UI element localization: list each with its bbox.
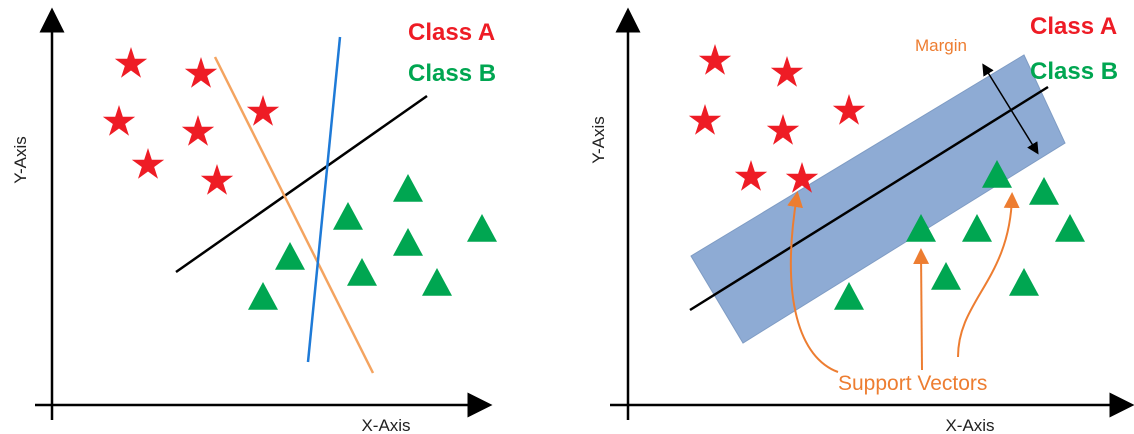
hyperplane-orange	[213, 56, 375, 374]
class-b-triangle	[248, 282, 278, 310]
right-panel: Y-Axis X-Axis Margin Support Vectors	[589, 7, 1134, 434]
class-b-triangle	[393, 174, 423, 202]
class-a-star	[102, 105, 136, 136]
class-b-triangle	[1029, 177, 1059, 205]
class-a-star	[114, 47, 148, 78]
class-a-star	[184, 57, 218, 88]
class-b-triangle	[931, 262, 961, 290]
left-panel: Y-Axis X-Axis Class A Class B	[11, 7, 497, 434]
margin-arrow	[982, 63, 1039, 155]
class-b-triangle	[1009, 268, 1039, 296]
class-b-triangle	[422, 268, 452, 296]
class-a-star	[200, 164, 234, 195]
left-legend-class-a: Class A	[408, 19, 495, 46]
class-a-star	[181, 115, 215, 146]
class-b-triangle	[962, 214, 992, 242]
class-b-triangle	[333, 202, 363, 230]
class-a-star	[770, 56, 804, 87]
class-a-star	[246, 95, 280, 126]
support-vector-arrow	[913, 248, 930, 371]
margin-label: Margin	[915, 36, 967, 55]
right-x-axis-label: X-Axis	[945, 416, 994, 434]
left-legend-class-b: Class B	[408, 60, 496, 87]
class-a-star	[734, 160, 768, 191]
class-a-star	[131, 148, 165, 179]
right-legend-class-a: Class A	[1030, 13, 1117, 40]
hyperplane-black	[175, 94, 428, 274]
support-vectors-label: Support Vectors	[838, 372, 987, 395]
class-b-triangle	[347, 258, 377, 286]
class-b-triangle	[275, 242, 305, 270]
right-y-axis-label: Y-Axis	[589, 116, 608, 164]
class-b-triangle	[1055, 214, 1085, 242]
class-a-star	[766, 114, 800, 145]
class-b-triangle	[834, 282, 864, 310]
right-legend-class-b: Class B	[1030, 58, 1118, 85]
hyperplane-blue	[306, 36, 342, 363]
class-a-star	[832, 94, 866, 125]
left-y-axis-label: Y-Axis	[11, 136, 30, 184]
support-vector-arrow	[957, 192, 1020, 358]
margin-band	[690, 54, 1066, 344]
class-b-triangle	[393, 228, 423, 256]
class-a-star	[698, 44, 732, 75]
left-x-axis-label: X-Axis	[361, 416, 410, 434]
optimal-hyperplane	[689, 85, 1049, 312]
support-vector-arrow	[787, 191, 839, 373]
class-a-star	[688, 104, 722, 135]
class-b-triangle	[467, 214, 497, 242]
